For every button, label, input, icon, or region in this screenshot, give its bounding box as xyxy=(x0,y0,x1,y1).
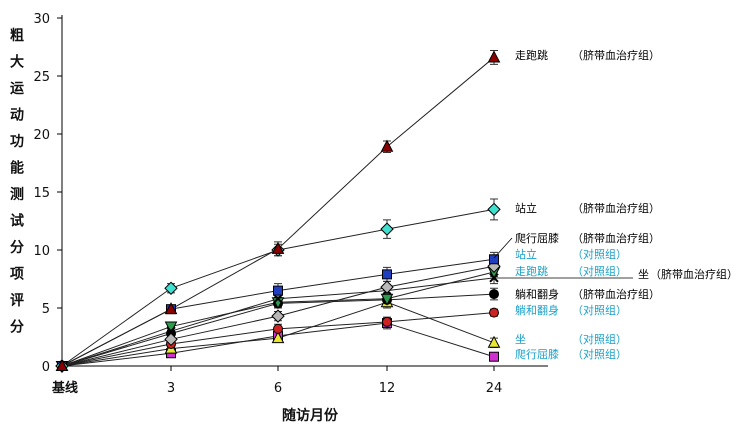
data-point xyxy=(164,281,178,295)
series-label-group: （脐带血治疗组） xyxy=(572,287,660,301)
y-tick-label: 30 xyxy=(33,12,50,27)
x-tick-label: 3 xyxy=(167,381,175,396)
y-tick-label: 0 xyxy=(42,360,50,375)
data-point xyxy=(382,269,392,280)
series-label-name: 走跑跳 xyxy=(515,48,548,62)
y-tick-label: 10 xyxy=(33,244,50,259)
data-point xyxy=(164,332,178,347)
data-point xyxy=(271,241,285,254)
data-point xyxy=(273,285,283,296)
data-point xyxy=(55,358,69,371)
data-point xyxy=(273,323,283,334)
data-point xyxy=(487,202,501,217)
series-label-group: （对照组） xyxy=(572,332,627,346)
series-label-group: （脐带血治疗组） xyxy=(572,231,660,245)
data-point xyxy=(164,302,178,315)
series-label-name: 走跑跳 xyxy=(515,264,548,278)
series-label-name: 爬行屈膝 xyxy=(515,348,559,361)
series-label-group: （对照组） xyxy=(572,247,627,261)
y-tick-label: 5 xyxy=(42,302,50,317)
x-tick-label: 基线 xyxy=(51,380,78,396)
data-point xyxy=(489,254,499,265)
data-point xyxy=(489,307,499,318)
y-ticks: 0 5 10 15 20 25 30 xyxy=(33,12,62,375)
series-label-group: （对照组） xyxy=(572,264,627,278)
data-point xyxy=(382,316,392,327)
x-axis-title: 随访月份 xyxy=(282,407,339,424)
x-tick-label: 12 xyxy=(379,381,396,396)
series-label-group: （脐带血治疗组） xyxy=(572,48,660,62)
x-tick-label: 6 xyxy=(274,381,282,396)
series-label-group: （脐带血治疗组） xyxy=(650,267,738,281)
series-label-group: （脐带血治疗组） xyxy=(572,201,660,215)
series-label-name: 坐 xyxy=(515,333,526,346)
x-tick-label: 24 xyxy=(486,381,503,396)
y-tick-label: 25 xyxy=(33,70,50,85)
series-label-group: （对照组） xyxy=(572,347,627,361)
series-label-name: 站立 xyxy=(515,201,537,215)
data-point xyxy=(166,326,176,336)
y-tick-label: 15 xyxy=(33,186,50,201)
data-point xyxy=(380,222,394,236)
data-point xyxy=(487,50,501,63)
data-points xyxy=(55,50,501,374)
series-label-name: 躺和翻身 xyxy=(515,303,559,317)
data-point xyxy=(380,293,394,306)
series-label-name: 爬行屈膝 xyxy=(515,232,559,245)
data-point xyxy=(487,335,501,348)
data-point xyxy=(380,139,394,152)
series-labels: 走跑跳 （脐带血治疗组） 站立 （脐带血治疗组） 爬行屈膝 （脐带血治疗组） 站立 （对照组）… xyxy=(493,48,738,361)
series-label-name: 躺和翻身 xyxy=(515,287,559,301)
axes xyxy=(61,15,548,367)
data-point xyxy=(489,289,499,300)
error-bars xyxy=(167,49,498,360)
x-ticks: 基线 3 6 12 24 xyxy=(51,366,502,396)
series-label-name: 坐 xyxy=(638,268,649,281)
data-point xyxy=(271,331,285,344)
y-axis-title: 粗大运动功能测试分项评分 xyxy=(10,27,24,336)
data-point xyxy=(380,280,394,294)
series-label-group: （对照组） xyxy=(572,303,627,317)
series-label-name: 站立 xyxy=(515,247,537,261)
y-tick-label: 20 xyxy=(33,128,50,143)
data-point xyxy=(273,294,283,304)
data-point xyxy=(271,309,285,323)
data-point xyxy=(489,351,499,362)
label-leader-line xyxy=(493,237,513,259)
